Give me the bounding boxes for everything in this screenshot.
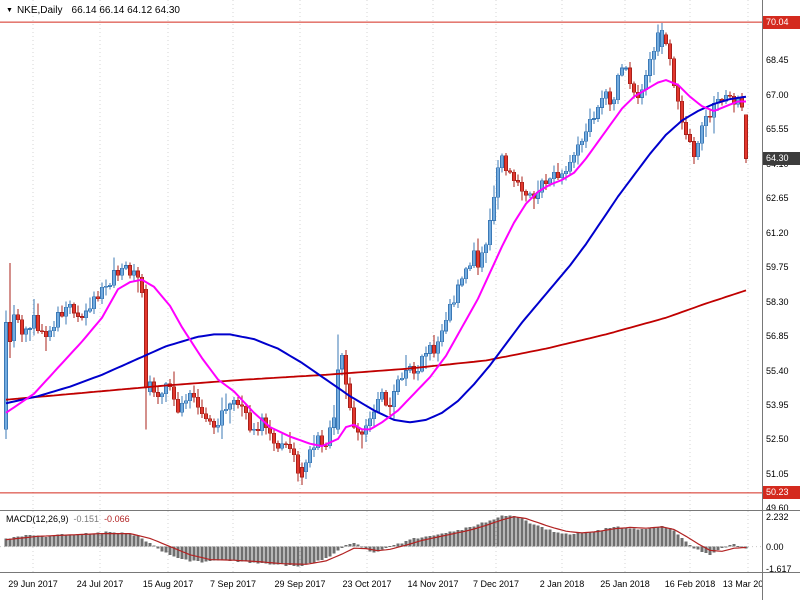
price-label: 56.85 bbox=[766, 331, 789, 342]
macd-axis-label: 2.232 bbox=[766, 511, 789, 522]
date-label: 29 Jun 2017 bbox=[8, 579, 58, 589]
current-price-badge: 64.30 bbox=[763, 152, 800, 165]
candles bbox=[4, 23, 748, 485]
date-label: 14 Nov 2017 bbox=[407, 579, 459, 589]
date-label: 23 Oct 2017 bbox=[342, 579, 392, 589]
date-label: 13 Mar 2018 bbox=[722, 579, 774, 589]
macd-indicator-label: MACD(12,26,9) -0.151 -0.066 bbox=[6, 514, 135, 524]
price-label: 49.60 bbox=[766, 503, 789, 514]
axis-separator bbox=[0, 572, 800, 573]
ma-mid-blue bbox=[5, 95, 747, 424]
ohlc-readout: 66.14 66.14 64.12 64.30 bbox=[71, 5, 180, 16]
date-label: 25 Jan 2018 bbox=[600, 579, 650, 589]
price-label: 65.55 bbox=[766, 124, 789, 135]
ma-slow-red bbox=[5, 289, 747, 401]
price-label: 55.40 bbox=[766, 365, 789, 376]
macd-signal-value: -0.066 bbox=[104, 514, 130, 524]
level-price-badge: 50.23 bbox=[763, 486, 800, 500]
macd-pane[interactable] bbox=[0, 511, 762, 572]
macd-axis-label: 0.00 bbox=[766, 542, 784, 553]
macd-name: MACD(12,26,9) bbox=[6, 514, 69, 524]
pane-separator[interactable] bbox=[0, 510, 800, 511]
date-label: 15 Aug 2017 bbox=[142, 579, 194, 589]
date-label: 7 Sep 2017 bbox=[209, 579, 257, 589]
date-label: 2 Jan 2018 bbox=[539, 579, 585, 589]
chart-menu-icon[interactable]: ▼ bbox=[6, 7, 13, 14]
price-label: 67.00 bbox=[766, 89, 789, 100]
price-label: 51.05 bbox=[766, 468, 789, 479]
price-label: 59.75 bbox=[766, 262, 789, 273]
price-label: 58.30 bbox=[766, 296, 789, 307]
macd-histogram bbox=[4, 515, 748, 567]
chart-title: ▼ NKE,Daily 66.14 66.14 64.12 64.30 bbox=[6, 5, 180, 16]
macd-axis-label: -1.617 bbox=[766, 564, 792, 575]
price-axis[interactable]: 68.4567.0065.5564.1062.6561.2059.7558.30… bbox=[762, 0, 800, 600]
ma-fast-magenta bbox=[5, 79, 746, 448]
price-label: 68.45 bbox=[766, 55, 789, 66]
date-label: 24 Jul 2017 bbox=[76, 579, 124, 589]
symbol-timeframe-label: NKE,Daily bbox=[16, 5, 63, 16]
date-label: 16 Feb 2018 bbox=[664, 579, 716, 589]
level-price-badge: 70.04 bbox=[763, 15, 800, 29]
macd-signal-line bbox=[5, 516, 747, 565]
date-label: 29 Sep 2017 bbox=[274, 579, 326, 589]
price-label: 62.65 bbox=[766, 193, 789, 204]
vertical-gridlines bbox=[32, 0, 749, 510]
price-label: 52.50 bbox=[766, 434, 789, 445]
time-axis[interactable]: 29 Jun 2017 24 Jul 2017 15 Aug 2017 7 Sep 2… bbox=[0, 573, 773, 600]
date-label: 7 Dec 2017 bbox=[472, 579, 520, 589]
price-pane[interactable] bbox=[0, 0, 762, 510]
price-label: 53.95 bbox=[766, 400, 789, 410]
macd-main-value: -0.151 bbox=[73, 514, 100, 524]
price-label: 61.20 bbox=[766, 227, 789, 238]
